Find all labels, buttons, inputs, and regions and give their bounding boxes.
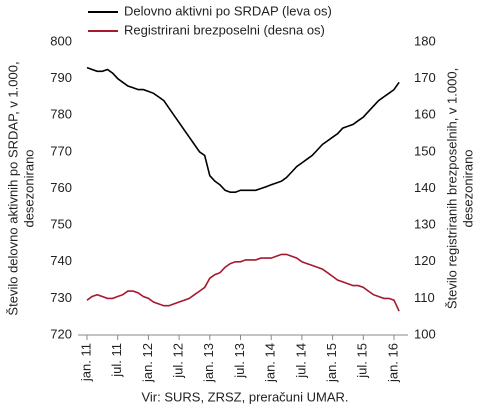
y-axis-title: Število delovno aktivnih po SRDAP, v 1.0…	[5, 61, 20, 315]
y2-tick-label: 150	[414, 143, 436, 158]
y2-tick-label: 180	[414, 33, 436, 48]
y2-tick-label: 120	[414, 253, 436, 268]
x-tick-label: jan. 16	[385, 343, 400, 383]
y-tick-label: 720	[50, 326, 72, 341]
y2-axis-title: desezonirano	[460, 149, 475, 227]
x-tick-label: jan. 14	[263, 343, 278, 383]
x-tick-label: jul. 14	[293, 343, 308, 379]
y2-tick-label: 160	[414, 107, 436, 122]
y-tick-label: 780	[50, 107, 72, 122]
x-tick-label: jan. 13	[201, 343, 216, 383]
y2-tick-label: 130	[414, 217, 436, 232]
x-tick-label: jul. 11	[109, 343, 124, 378]
x-tick-label: jan. 11	[78, 343, 93, 382]
y-tick-label: 790	[50, 70, 72, 85]
y-axis-title: desezonirano	[21, 149, 36, 227]
legend-label: Delovno aktivni po SRDAP (leva os)	[124, 3, 332, 18]
y-tick-label: 800	[50, 33, 72, 48]
y2-tick-label: 170	[414, 70, 436, 85]
series-line	[86, 253, 400, 312]
y-tick-label: 770	[50, 143, 72, 158]
y2-tick-label: 100	[414, 326, 436, 341]
legend-label: Registrirani brezposelni (desna os)	[124, 22, 325, 37]
y-tick-label: 740	[50, 253, 72, 268]
y-tick-label: 760	[50, 180, 72, 195]
x-tick-label: jan. 12	[140, 343, 155, 383]
y2-tick-label: 110	[414, 290, 435, 305]
y2-tick-label: 140	[414, 180, 436, 195]
y-tick-label: 730	[50, 290, 72, 305]
y2-axis-title: Število registriranih brezposelnih, v 1.…	[444, 68, 459, 309]
x-tick-label: jan. 15	[324, 343, 339, 383]
x-tick-label: jul. 15	[355, 343, 370, 379]
x-tick-label: jul. 13	[232, 343, 247, 379]
x-tick-label: jul. 12	[171, 343, 186, 379]
y-tick-label: 750	[50, 217, 72, 232]
source: Vir: SURS, ZRSZ, preračuni UMAR.	[141, 389, 348, 404]
series-line	[86, 66, 400, 193]
